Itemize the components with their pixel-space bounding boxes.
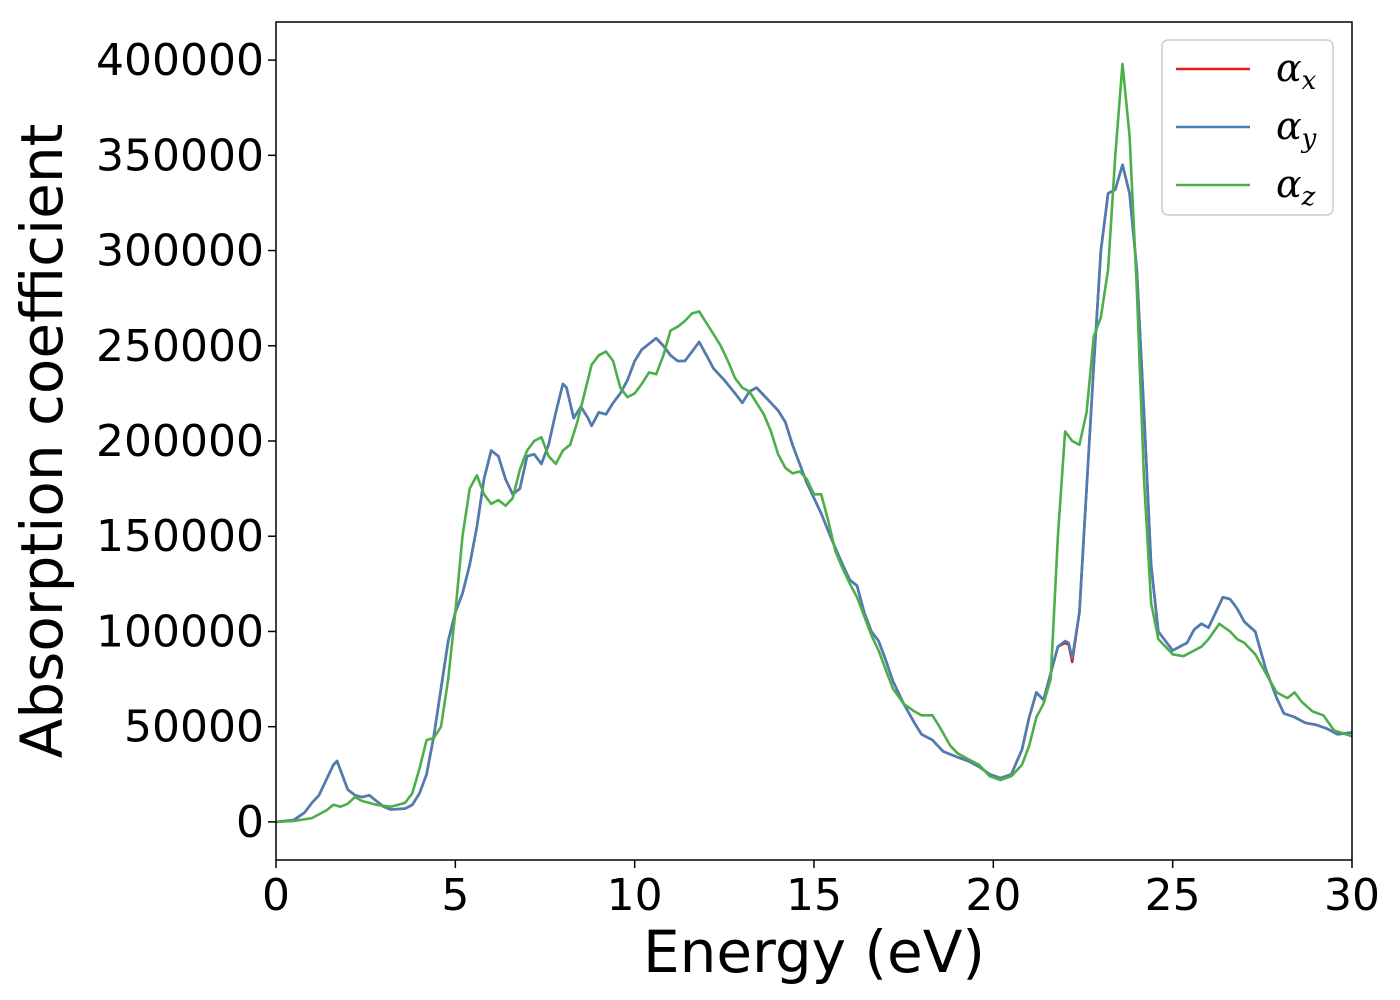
legend-label-alpha-z: αz [1276,162,1316,212]
x-tick-label: 10 [607,870,663,921]
series-layer [275,62,1353,824]
legend-symbol: α [1276,46,1302,90]
x-tick-label: 15 [786,870,842,921]
y-tick-label: 100000 [96,606,264,657]
y-axis-label: Absorption coefficient [8,124,76,759]
x-tick-label: 5 [441,870,469,921]
y-tick-label: 200000 [96,416,264,467]
y-tick-label: 400000 [96,35,264,86]
x-tick-label: 30 [1324,870,1380,921]
legend-label-alpha-y: αy [1276,104,1317,154]
legend-subscript: z [1301,182,1316,212]
y-tick-label: 150000 [96,511,264,562]
y-tick-label: 50000 [124,702,264,753]
plot-frame [275,21,1353,861]
legend-subscript: y [1301,124,1317,154]
x-axis-label: Energy (eV) [643,918,985,986]
x-tick-label: 25 [1145,870,1201,921]
series-line-alpha-z [275,62,1353,824]
y-tick-label: 300000 [96,226,264,277]
y-tick-label: 350000 [96,130,264,181]
y-tick-label: 0 [236,797,264,848]
legend-subscript: x [1302,66,1317,96]
y-tick-label: 250000 [96,321,264,372]
legend-symbol: α [1276,162,1302,206]
axis-layer: 0 5 10 15 20 25 30 0 50000 100000 150000 200000 2500… [96,35,1380,921]
x-tick-label: 0 [262,870,290,921]
legend-symbol: α [1276,104,1302,148]
legend-label-alpha-x: αx [1276,46,1317,96]
x-tick-label: 20 [965,870,1021,921]
